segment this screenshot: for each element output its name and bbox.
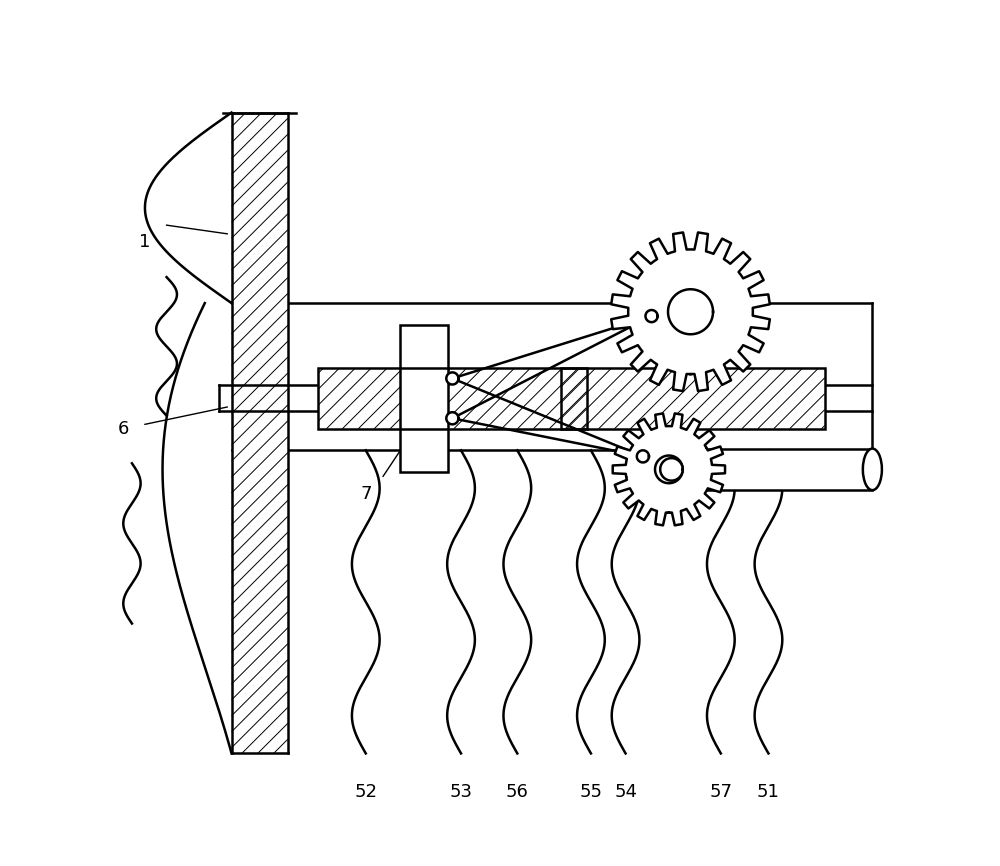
Ellipse shape [863,449,882,490]
Polygon shape [611,232,770,391]
Text: 52: 52 [354,784,377,801]
Circle shape [446,372,458,385]
Polygon shape [613,413,725,526]
Text: 53: 53 [450,784,473,801]
Text: 56: 56 [506,784,529,801]
Text: 6: 6 [118,420,129,437]
Polygon shape [561,368,825,429]
Circle shape [645,310,658,322]
Circle shape [446,412,458,424]
Polygon shape [400,325,448,472]
Text: 51: 51 [757,784,780,801]
Text: 1: 1 [139,234,151,251]
Polygon shape [691,449,872,490]
Circle shape [660,458,683,481]
Text: 57: 57 [709,784,732,801]
Polygon shape [232,113,288,753]
Text: 55: 55 [579,784,602,801]
Circle shape [637,450,649,462]
Text: 54: 54 [614,784,637,801]
Text: 7: 7 [360,485,372,502]
Polygon shape [318,368,587,429]
